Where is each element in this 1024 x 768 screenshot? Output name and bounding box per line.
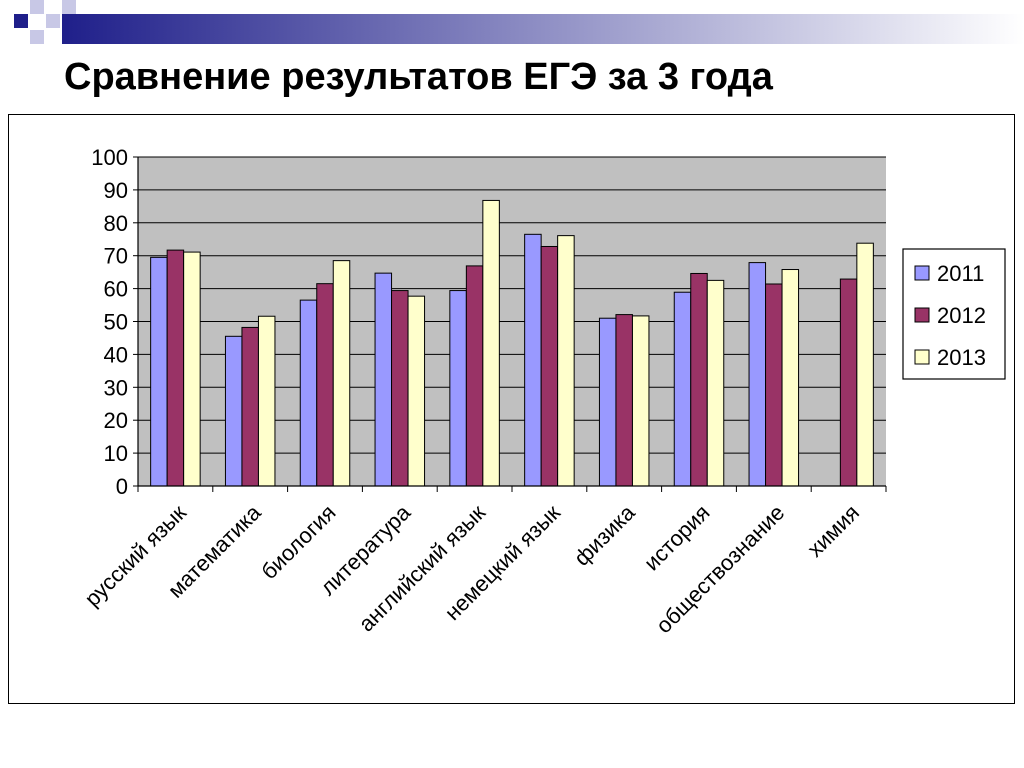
y-tick-label: 100 bbox=[91, 145, 128, 170]
y-tick-label: 0 bbox=[116, 474, 128, 499]
bar bbox=[673, 291, 692, 487]
legend-label: 2012 bbox=[937, 303, 986, 328]
x-tick-label: история bbox=[639, 500, 715, 576]
y-tick-label: 50 bbox=[104, 310, 128, 335]
header-gradient-bar bbox=[62, 14, 1024, 44]
bar bbox=[374, 272, 393, 487]
bar bbox=[257, 315, 276, 487]
bar bbox=[407, 295, 426, 487]
bar bbox=[465, 265, 484, 487]
bar bbox=[856, 242, 874, 487]
chart-frame bbox=[8, 114, 1015, 704]
bar bbox=[540, 245, 559, 487]
legend-swatch bbox=[914, 307, 930, 323]
bar bbox=[615, 314, 633, 487]
bar bbox=[332, 260, 351, 487]
x-tick-label: физика bbox=[569, 499, 640, 570]
bar bbox=[765, 283, 783, 487]
bar bbox=[839, 278, 858, 487]
y-tick-label: 80 bbox=[104, 211, 128, 236]
x-tick-label: обществознание bbox=[651, 500, 789, 638]
header-square-light bbox=[46, 14, 60, 28]
bar bbox=[183, 251, 201, 487]
x-tick-label: химия bbox=[802, 500, 864, 562]
header-square-light bbox=[30, 30, 44, 44]
bar bbox=[241, 326, 259, 487]
bar bbox=[166, 249, 185, 487]
legend-swatch bbox=[914, 265, 930, 281]
bar bbox=[524, 233, 542, 487]
bar bbox=[598, 317, 617, 487]
header-square-light bbox=[30, 0, 44, 14]
y-tick-label: 10 bbox=[104, 441, 128, 466]
y-tick-label: 90 bbox=[104, 178, 128, 203]
y-tick-label: 70 bbox=[104, 244, 128, 269]
slide-title: Сравнение результатов ЕГЭ за 3 года bbox=[64, 56, 773, 98]
bar bbox=[150, 256, 168, 487]
bar bbox=[391, 290, 409, 487]
bar bbox=[482, 199, 500, 487]
y-tick-label: 20 bbox=[104, 408, 128, 433]
bar bbox=[706, 279, 725, 487]
bar bbox=[690, 272, 708, 487]
header-square-dark bbox=[14, 14, 28, 28]
x-tick-label: английский язык bbox=[354, 500, 491, 637]
y-tick-label: 40 bbox=[104, 342, 128, 367]
bar bbox=[557, 235, 575, 487]
bar bbox=[781, 269, 800, 487]
bar bbox=[449, 290, 467, 487]
legend-label: 2013 bbox=[937, 345, 986, 370]
header-square-light bbox=[62, 0, 76, 14]
bar bbox=[299, 299, 318, 487]
bar bbox=[316, 283, 334, 487]
legend-swatch bbox=[914, 349, 930, 365]
header-decoration bbox=[14, 0, 1024, 44]
legend-label: 2011 bbox=[937, 261, 984, 286]
bar bbox=[748, 262, 767, 487]
bar bbox=[631, 315, 650, 487]
y-tick-label: 60 bbox=[104, 277, 128, 302]
bar bbox=[224, 335, 243, 487]
y-tick-label: 30 bbox=[104, 375, 128, 400]
